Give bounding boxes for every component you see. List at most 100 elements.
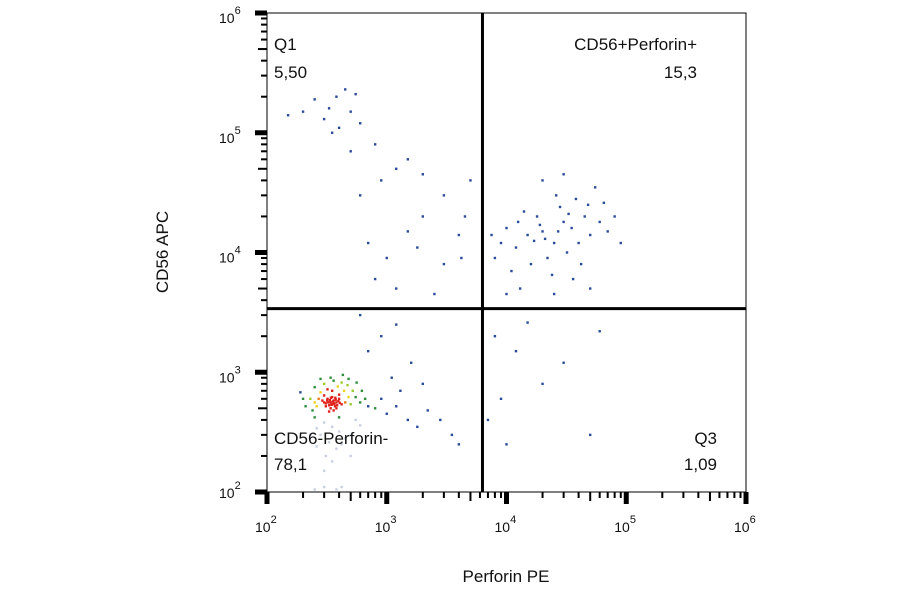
x-major-tick bbox=[384, 492, 390, 504]
event-dot bbox=[344, 88, 347, 91]
event-dot bbox=[390, 376, 393, 379]
y-tick-label: 106 bbox=[219, 5, 241, 26]
event-dot bbox=[416, 425, 419, 429]
x-minor-tick bbox=[619, 492, 622, 498]
event-dot bbox=[586, 203, 590, 207]
event-dot bbox=[322, 401, 326, 404]
y-minor-tick bbox=[261, 382, 267, 385]
x-minor-tick bbox=[469, 492, 472, 501]
event-dot bbox=[546, 256, 549, 260]
y-tick-label: 104 bbox=[219, 245, 241, 266]
event-dot bbox=[334, 398, 337, 401]
event-dot bbox=[337, 416, 341, 419]
event-dot bbox=[562, 220, 565, 224]
event-dot bbox=[606, 230, 609, 233]
event-dot bbox=[354, 92, 357, 96]
x-minor-tick bbox=[726, 492, 729, 498]
event-dot bbox=[499, 397, 503, 401]
event-dot bbox=[336, 385, 339, 388]
q1-name: Q1 bbox=[274, 35, 297, 54]
event-dot bbox=[380, 397, 383, 401]
q3-value: 1,09 bbox=[684, 455, 717, 474]
event-dot bbox=[457, 443, 461, 446]
event-dot bbox=[558, 205, 562, 209]
event-dot bbox=[469, 179, 472, 182]
event-dot bbox=[373, 277, 377, 281]
event-dot bbox=[522, 210, 526, 213]
event-dot bbox=[529, 262, 533, 266]
x-minor-tick bbox=[697, 492, 700, 498]
plot-frame bbox=[266, 12, 747, 493]
event-dot bbox=[330, 403, 333, 406]
x-minor-tick bbox=[739, 492, 742, 498]
x-major-tick bbox=[623, 492, 629, 504]
y-major-tick bbox=[255, 250, 267, 255]
event-dot bbox=[486, 418, 490, 422]
x-minor-tick bbox=[380, 492, 383, 498]
event-dot bbox=[358, 313, 362, 317]
event-dot bbox=[328, 398, 332, 402]
event-dot bbox=[518, 287, 522, 290]
event-dot bbox=[589, 233, 592, 237]
event-dot bbox=[358, 401, 362, 404]
x-minor-tick bbox=[708, 492, 711, 501]
y-minor-tick bbox=[261, 137, 267, 140]
y-minor-tick bbox=[261, 270, 267, 273]
event-dot bbox=[317, 397, 320, 401]
q4-name: CD56-Perforin- bbox=[274, 429, 388, 448]
event-dot bbox=[589, 287, 592, 290]
event-dot bbox=[331, 400, 335, 403]
y-minor-tick bbox=[261, 389, 267, 392]
x-minor-tick bbox=[682, 492, 685, 498]
x-major-tick bbox=[743, 492, 749, 504]
q4-value: 78,1 bbox=[274, 455, 307, 474]
event-dot bbox=[319, 391, 322, 394]
x-major-tick bbox=[264, 492, 270, 504]
event-dot bbox=[460, 256, 463, 260]
y-minor-tick bbox=[261, 397, 267, 400]
event-dot bbox=[330, 389, 334, 392]
event-dot bbox=[329, 401, 332, 404]
x-minor-tick bbox=[338, 492, 341, 498]
x-minor-tick bbox=[359, 492, 362, 498]
event-dot bbox=[510, 269, 513, 273]
x-minor-tick bbox=[562, 492, 565, 498]
y-minor-tick bbox=[261, 278, 267, 281]
event-dot bbox=[593, 186, 597, 189]
x-tick-label: 105 bbox=[614, 514, 636, 535]
event-dot bbox=[562, 173, 565, 176]
event-dot bbox=[330, 425, 334, 429]
y-minor-tick bbox=[258, 407, 267, 410]
event-dot bbox=[349, 454, 352, 458]
event-dot bbox=[358, 424, 362, 427]
x-minor-tick bbox=[577, 492, 580, 498]
y-minor-tick bbox=[261, 335, 267, 338]
event-dot bbox=[577, 241, 580, 245]
y-minor-tick bbox=[261, 59, 267, 62]
event-dot bbox=[416, 246, 419, 249]
event-dot bbox=[335, 95, 338, 98]
y-major-tick bbox=[255, 369, 267, 375]
event-dot bbox=[395, 167, 398, 170]
event-dot bbox=[550, 273, 554, 277]
event-dot bbox=[554, 194, 558, 197]
event-dot bbox=[315, 445, 318, 448]
event-dot bbox=[311, 409, 314, 412]
event-dot bbox=[574, 197, 578, 201]
y-major-tick bbox=[255, 10, 267, 16]
event-dot bbox=[457, 233, 461, 237]
event-dot bbox=[354, 418, 357, 422]
event-dot bbox=[373, 407, 377, 410]
event-dot bbox=[526, 233, 529, 237]
x-minor-tick bbox=[598, 492, 601, 498]
event-dot bbox=[342, 389, 346, 392]
event-dot bbox=[516, 220, 520, 224]
x-minor-tick bbox=[421, 492, 424, 498]
event-dot bbox=[349, 110, 352, 113]
event-dot bbox=[324, 405, 328, 408]
event-dot bbox=[346, 383, 349, 387]
event-dot bbox=[570, 226, 573, 230]
event-dot bbox=[333, 405, 337, 408]
event-dot bbox=[526, 321, 529, 324]
event-dot bbox=[505, 226, 508, 230]
